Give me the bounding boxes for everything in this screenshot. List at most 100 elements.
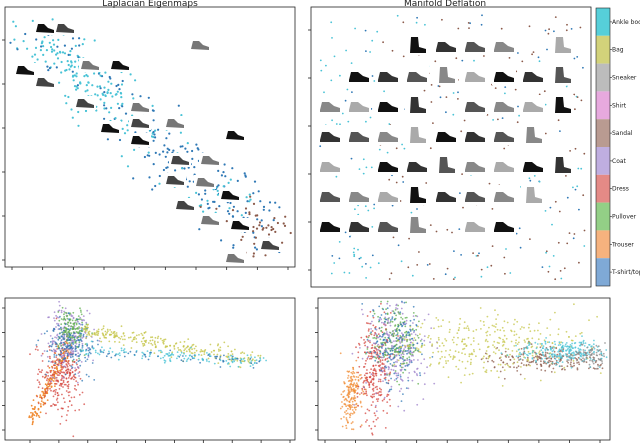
- data-point: [593, 358, 595, 361]
- data-point: [505, 337, 508, 340]
- data-point: [354, 408, 357, 411]
- data-point: [388, 278, 391, 280]
- data-point: [252, 231, 255, 234]
- data-point: [539, 353, 542, 356]
- data-point: [563, 267, 566, 270]
- data-point: [114, 117, 117, 120]
- data-point: [393, 363, 396, 366]
- data-point: [586, 346, 589, 349]
- data-point: [503, 320, 506, 323]
- shoe-shape: [349, 132, 369, 142]
- data-point: [103, 336, 106, 339]
- data-point: [372, 342, 375, 345]
- data-point: [344, 397, 347, 400]
- data-point: [65, 390, 68, 392]
- data-point: [53, 62, 56, 65]
- data-point: [339, 74, 341, 77]
- data-point: [224, 175, 227, 178]
- data-point: [413, 359, 415, 361]
- data-point: [376, 353, 379, 356]
- data-point: [531, 53, 533, 56]
- data-point: [376, 385, 378, 388]
- data-point: [527, 350, 530, 353]
- data-point: [256, 214, 259, 217]
- data-point: [44, 389, 47, 391]
- data-point: [142, 352, 145, 355]
- data-point: [83, 38, 86, 41]
- data-point: [364, 379, 366, 382]
- data-point: [165, 137, 168, 140]
- data-point: [461, 173, 463, 176]
- data-point: [343, 271, 346, 274]
- thumbnail-grid-top-right: [318, 35, 574, 235]
- data-point: [335, 175, 338, 178]
- data-point: [84, 325, 86, 328]
- data-point: [113, 336, 116, 339]
- shoe-thumbnail: [194, 175, 216, 189]
- data-point: [172, 354, 175, 356]
- data-point: [553, 362, 556, 365]
- data-point: [552, 349, 555, 351]
- data-point: [355, 406, 358, 409]
- data-point: [78, 37, 81, 40]
- data-point: [62, 354, 65, 357]
- data-point: [184, 355, 187, 357]
- data-point: [366, 348, 369, 350]
- data-point: [504, 350, 507, 353]
- data-point: [219, 354, 222, 357]
- shoe-thumbnail: [463, 35, 487, 55]
- data-point: [353, 406, 356, 409]
- data-point: [127, 352, 130, 355]
- data-point: [458, 327, 461, 329]
- data-point: [262, 357, 265, 359]
- data-point: [538, 180, 541, 183]
- data-point: [399, 313, 402, 315]
- shoe-shape: [555, 157, 571, 173]
- data-point: [343, 416, 345, 418]
- data-point: [519, 355, 521, 358]
- data-point: [262, 208, 265, 211]
- shoe-shape: [465, 42, 485, 52]
- data-point: [354, 27, 356, 30]
- data-point: [40, 405, 42, 407]
- data-point: [496, 341, 499, 344]
- data-point: [576, 367, 579, 370]
- data-point: [63, 316, 66, 318]
- data-point: [151, 109, 154, 112]
- data-point: [386, 374, 389, 376]
- data-point: [371, 433, 374, 436]
- data-point: [419, 372, 421, 374]
- data-point: [457, 351, 460, 354]
- data-point: [51, 343, 54, 346]
- data-point: [485, 350, 488, 352]
- data-point: [49, 341, 52, 343]
- data-point: [403, 344, 406, 347]
- shoe-thumbnail: [34, 21, 56, 35]
- data-point: [70, 356, 72, 359]
- data-point: [401, 341, 403, 343]
- data-point: [547, 32, 550, 35]
- data-point: [396, 333, 399, 336]
- shoe-shape: [494, 132, 514, 142]
- data-point: [603, 355, 605, 358]
- data-point: [483, 361, 485, 364]
- data-point: [381, 321, 383, 324]
- shoe-shape: [494, 72, 514, 82]
- data-point: [119, 337, 122, 340]
- data-point: [570, 346, 573, 348]
- data-point: [353, 395, 356, 397]
- data-point: [63, 372, 66, 374]
- data-point: [347, 386, 350, 389]
- data-point: [353, 372, 356, 374]
- colorbar-label: Sandal: [612, 130, 633, 137]
- data-point: [473, 350, 475, 353]
- data-point: [362, 172, 365, 175]
- data-point: [348, 272, 351, 274]
- data-point: [526, 356, 529, 359]
- data-point: [107, 330, 109, 332]
- data-point: [363, 342, 366, 344]
- data-point: [400, 332, 403, 334]
- data-point: [593, 353, 595, 355]
- data-point: [492, 119, 494, 121]
- data-point: [396, 376, 399, 379]
